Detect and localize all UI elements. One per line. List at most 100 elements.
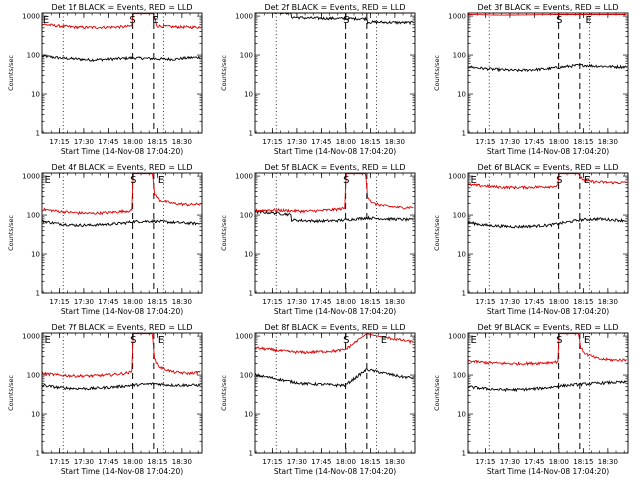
panel-title: Det 2f BLACK = Events, RED = LLD [264,3,405,12]
x-tick-label: 17:30 [287,298,307,306]
panel-title: Det 7f BLACK = Events, RED = LLD [51,323,192,332]
y-tick-label: 10 [31,251,40,259]
x-tick-label: 17:45 [311,458,331,466]
lld-series-line [255,173,414,214]
y-axis-label: Counts/sec [433,215,441,251]
lld-series-line [41,173,201,216]
y-tick-label: 10 [457,91,466,99]
x-axis-label: Start Time (14-Nov-08 17:04:20) [61,147,183,156]
x-tick-label: 18:30 [172,298,192,306]
y-tick-label: 1000 [235,333,253,341]
x-tick-label: 18:00 [549,138,569,146]
y-tick-label: 1000 [22,333,40,341]
x-tick-label: 18:00 [123,458,143,466]
x-tick-label: 17:30 [500,298,520,306]
x-tick-label: 18:00 [336,458,356,466]
x-tick-label: 18:15 [360,138,380,146]
x-tick-label: 18:15 [360,458,380,466]
x-tick-label: 17:30 [74,458,94,466]
y-axis-label: Counts/sec [220,215,228,251]
x-tick-label: 17:45 [311,138,331,146]
start-marker-label: S [343,335,349,346]
x-tick-label: 18:30 [598,298,618,306]
x-tick-label: 17:15 [262,138,282,146]
start-marker-label: S [129,15,135,26]
y-tick-label: 1000 [235,13,253,21]
events-series-line [41,382,201,391]
x-tick-label: 17:15 [49,138,69,146]
end-marker-label: E [158,175,164,186]
detector-panel-8: Det 8f BLACK = Events, RED = LLD Counts/s… [220,323,416,476]
plot-frame [467,12,629,134]
plot-frame [41,172,203,294]
plot-frame [254,172,416,294]
y-tick-label: 1 [249,130,253,138]
y-tick-label: 1000 [22,13,40,21]
lld-series-line [467,333,627,367]
y-tick-label: 1000 [448,333,466,341]
y-tick-label: 1 [36,130,40,138]
x-axis-label: Start Time (14-Nov-08 17:04:20) [274,147,396,156]
x-tick-label: 18:30 [598,458,618,466]
start-marker-label: S [343,15,349,26]
start-marker-label: S [130,175,136,186]
x-tick-label: 18:00 [549,458,569,466]
x-axis-label: Start Time (14-Nov-08 17:04:20) [487,307,609,316]
x-tick-label: 18:30 [385,458,405,466]
lld-series-line [254,333,414,355]
y-tick-label: 100 [27,52,40,60]
end-marker-label: E [584,335,590,346]
x-tick-label: 18:15 [573,298,593,306]
y-tick-label: 1 [462,290,466,298]
y-tick-label: 100 [27,372,40,380]
events-series-line [41,54,201,62]
x-tick-label: 18:00 [123,298,143,306]
panel-title: Det 9f BLACK = Events, RED = LLD [477,323,618,332]
y-tick-label: 100 [240,212,253,220]
detector-panel-6: Det 6f BLACK = Events, RED = LLD Counts/s… [433,163,629,316]
x-tick-label: 18:30 [172,458,192,466]
y-tick-label: 100 [453,212,466,220]
events-series-line [254,368,414,388]
y-tick-label: 1000 [22,173,40,181]
y-tick-label: 10 [457,411,466,419]
y-tick-label: 10 [244,91,253,99]
plot-frame [41,332,203,454]
lld-series-line [41,13,201,30]
y-tick-label: 1 [462,450,466,458]
end-marker-label: E [470,335,476,346]
y-tick-label: 1 [462,130,466,138]
x-tick-label: 17:30 [74,138,94,146]
events-series-line [255,12,414,26]
detector-panel-7: Det 7f BLACK = Events, RED = LLD Counts/s… [7,323,203,476]
x-tick-label: 17:30 [500,138,520,146]
end-marker-label: E [44,335,50,346]
lld-series-line [468,14,627,16]
detector-panel-3: Det 3f BLACK = Events, RED = LLD Counts/s… [433,3,629,156]
detector-panel-4: Det 4f BLACK = Events, RED = LLD Counts/s… [7,163,203,316]
x-tick-label: 17:15 [49,458,69,466]
panel-title: Det 4f BLACK = Events, RED = LLD [51,163,192,172]
plot-frame [254,332,416,454]
end-marker-label: E [470,175,476,186]
x-tick-label: 18:15 [147,298,167,306]
x-tick-label: 18:00 [123,138,143,146]
x-tick-label: 17:15 [262,458,282,466]
x-tick-label: 18:15 [147,458,167,466]
detector-panel-5: Det 5f BLACK = Events, RED = LLD Counts/s… [220,163,416,316]
end-marker-label: E [158,335,164,346]
x-tick-label: 17:15 [49,298,69,306]
end-marker-label: E [152,15,158,26]
x-tick-label: 18:15 [147,138,167,146]
panel-title: Det 1f BLACK = Events, RED = LLD [51,3,192,12]
y-tick-label: 1000 [448,13,466,21]
end-marker-label: E [586,15,592,26]
x-tick-label: 18:30 [385,138,405,146]
x-tick-label: 17:45 [524,298,544,306]
events-series-line [254,210,414,224]
events-series-line [41,218,201,228]
detector-panel-1: Det 1f BLACK = Events, RED = LLD Counts/s… [7,3,203,156]
y-tick-label: 1 [249,290,253,298]
x-tick-label: 18:00 [336,138,356,146]
